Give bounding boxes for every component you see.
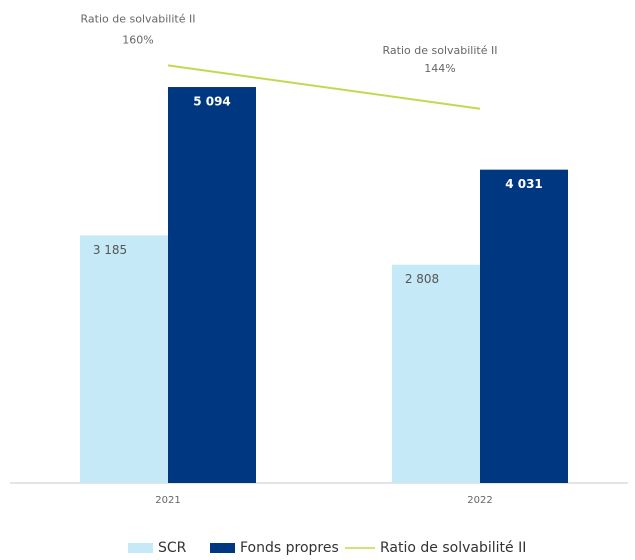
annotation: Ratio de solvabilité II bbox=[383, 44, 498, 57]
legend-label: Fonds propres bbox=[240, 540, 339, 556]
legend-label: Ratio de solvabilité II bbox=[380, 540, 526, 556]
line bbox=[167, 64, 481, 110]
data-label: 160% bbox=[122, 33, 153, 46]
data-label: 2 808 bbox=[405, 272, 439, 286]
bar bbox=[168, 87, 256, 483]
legend-swatch bbox=[128, 543, 153, 553]
legend-swatch bbox=[210, 543, 235, 553]
data-label: 4 031 bbox=[505, 177, 543, 191]
bar bbox=[392, 264, 480, 483]
data-label: 3 185 bbox=[93, 243, 127, 257]
bar bbox=[80, 235, 168, 483]
bar bbox=[480, 169, 568, 484]
x-tick-label: 2022 bbox=[467, 495, 492, 506]
data-label: 144% bbox=[424, 62, 455, 75]
annotation: Ratio de solvabilité II bbox=[81, 12, 196, 25]
x-tick-label: 2021 bbox=[155, 495, 180, 506]
data-label: 5 094 bbox=[193, 95, 231, 109]
legend-label: SCR bbox=[158, 540, 187, 556]
